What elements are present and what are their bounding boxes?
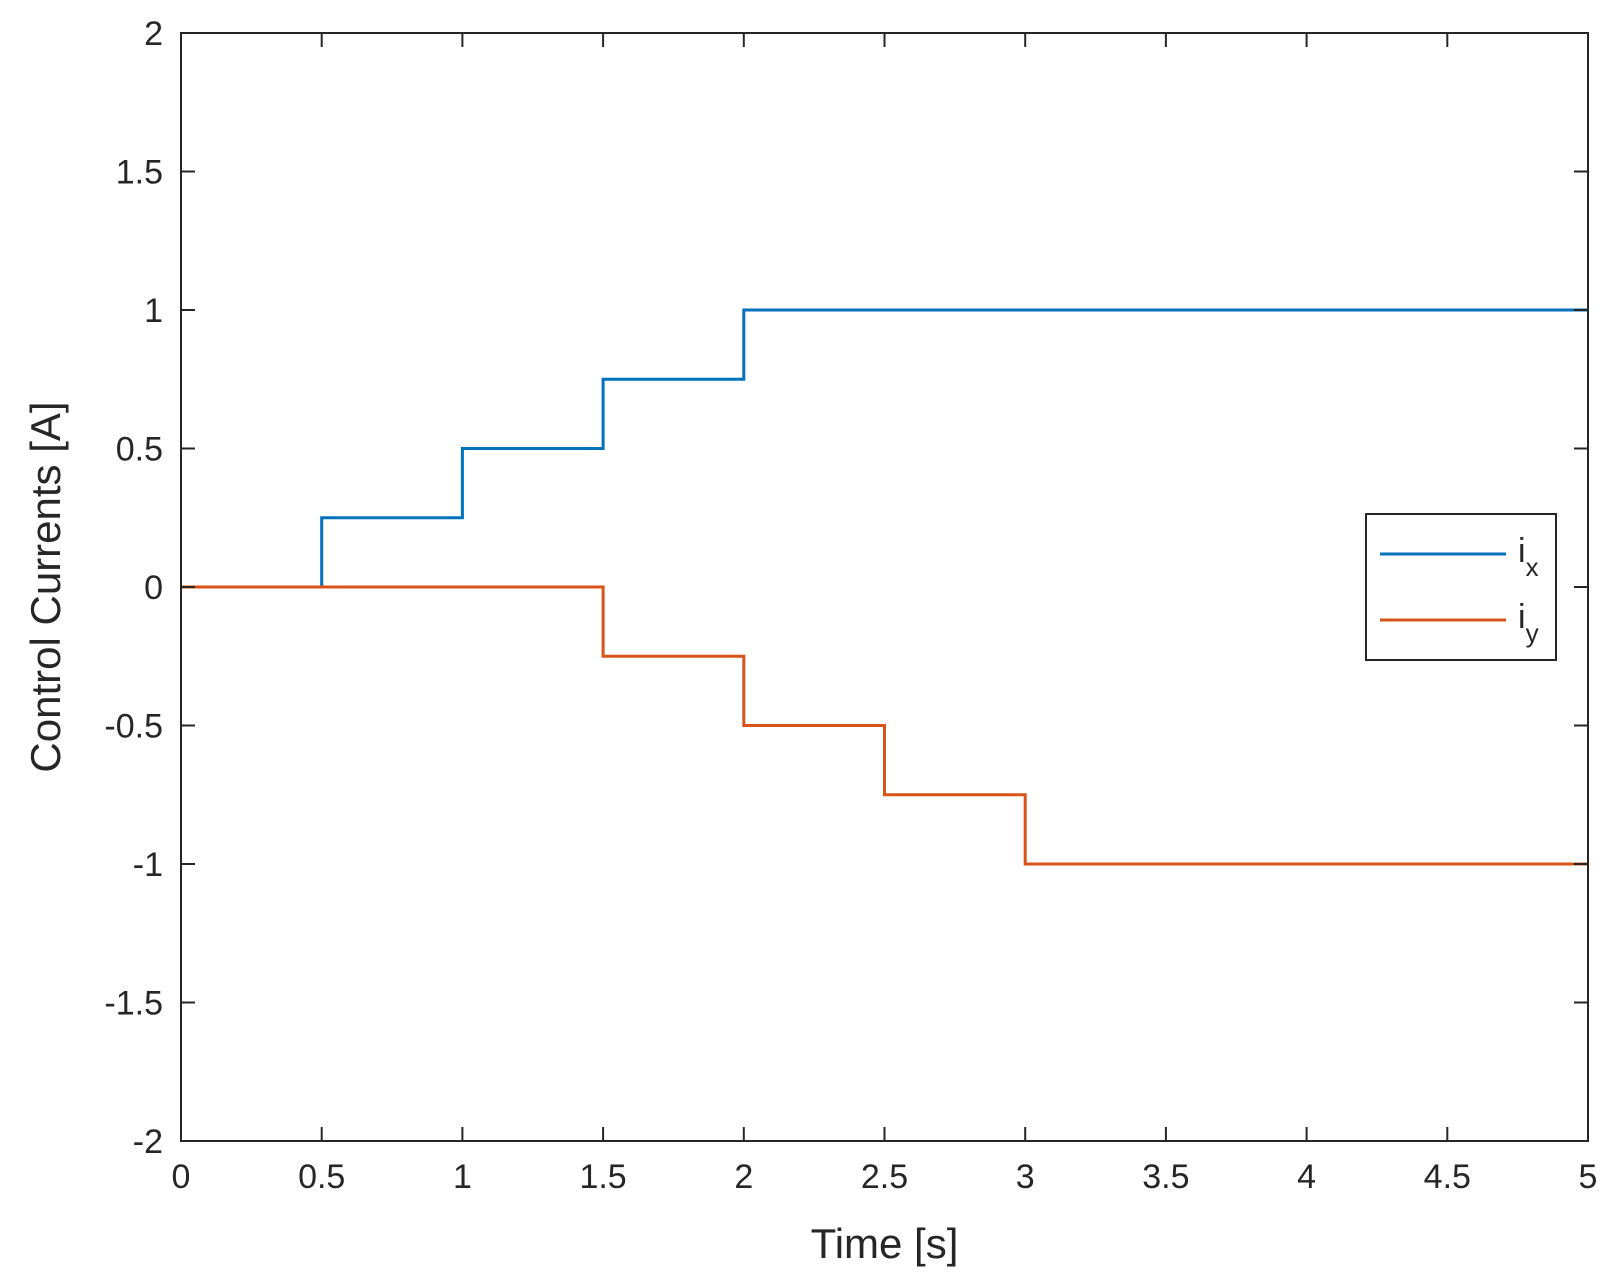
x-axis-label: Time [s] — [811, 1220, 959, 1267]
x-tick-label: 1.5 — [579, 1158, 626, 1196]
x-tick-label: 0.5 — [298, 1158, 345, 1196]
y-tick-label: -0.5 — [104, 708, 163, 746]
x-tick-label: 2 — [734, 1158, 753, 1196]
y-tick-label: 0.5 — [116, 431, 163, 469]
x-tick-label: 3.5 — [1142, 1158, 1189, 1196]
y-axis-label: Control Currents [A] — [22, 401, 69, 772]
x-tick-label: 1 — [453, 1158, 472, 1196]
y-tick-label: -1 — [133, 846, 163, 884]
legend-box — [1365, 513, 1557, 661]
y-tick-label: -2 — [133, 1123, 163, 1161]
x-tick-label: 4 — [1297, 1158, 1316, 1196]
y-tick-label: -1.5 — [104, 985, 163, 1023]
series-line-iy — [181, 585, 1588, 866]
plot-area-frame — [180, 32, 1589, 1142]
series-line-ix — [181, 308, 1588, 589]
y-tick-label: 2 — [144, 15, 163, 53]
y-tick-label: 1 — [144, 292, 163, 330]
legend-label-base: i — [1518, 598, 1526, 636]
x-tick-label: 2.5 — [861, 1158, 908, 1196]
tick-label-layer: 0 0.5 1 1.5 2 2.5 3 3.5 4 4.5 5 -2 -1.5 -1 -0.5 0 0.5 1 1.… — [104, 15, 1597, 1196]
legend-label-base: i — [1518, 532, 1526, 570]
x-tick-label: 4.5 — [1424, 1158, 1471, 1196]
x-tick-label: 3 — [1016, 1158, 1035, 1196]
legend-label-subscript: y — [1526, 618, 1539, 648]
x-tick-label: 0 — [172, 1158, 191, 1196]
y-tick-label: 1.5 — [116, 154, 163, 192]
legend-label-subscript: x — [1526, 552, 1539, 582]
y-tick-label: 0 — [144, 569, 163, 607]
x-tick-label: 5 — [1579, 1158, 1598, 1196]
series-layer — [181, 308, 1588, 866]
legend-label-ix: ix — [1518, 532, 1539, 582]
legend-label-iy: iy — [1518, 598, 1539, 648]
